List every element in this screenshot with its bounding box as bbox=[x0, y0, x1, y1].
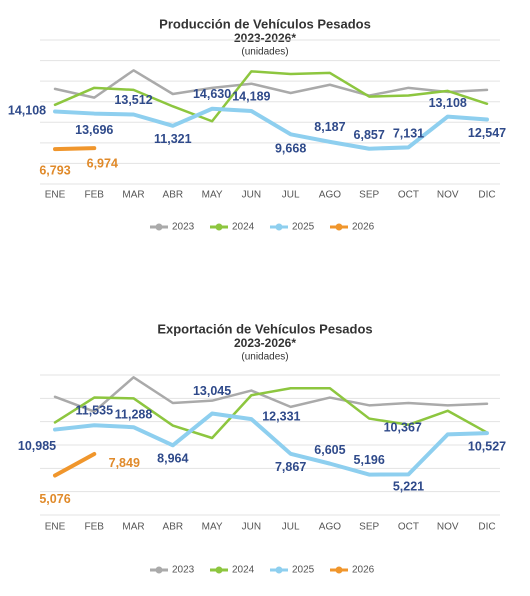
data-label: 11,535 bbox=[75, 404, 113, 418]
legend-label: 2026 bbox=[352, 565, 375, 576]
x-tick-label: DIC bbox=[478, 190, 495, 201]
unit-label: (unidades) bbox=[241, 47, 288, 58]
x-tick-label: JUN bbox=[242, 190, 261, 201]
data-label: 13,696 bbox=[75, 123, 113, 137]
x-tick-label: SEP bbox=[359, 522, 379, 533]
legend-marker bbox=[335, 566, 343, 574]
chart: Producción de Vehículos Pesados2023-2026… bbox=[8, 16, 506, 232]
data-label: 11,288 bbox=[115, 408, 153, 422]
data-label: 5,196 bbox=[354, 453, 385, 467]
x-tick-label: JUL bbox=[282, 522, 300, 533]
data-label: 8,964 bbox=[157, 452, 188, 466]
data-label: 7,849 bbox=[109, 456, 140, 470]
legend-label: 2025 bbox=[292, 565, 315, 576]
x-tick-label: OCT bbox=[398, 522, 419, 533]
x-tick-label: AGO bbox=[319, 522, 341, 533]
data-label: 5,221 bbox=[393, 480, 424, 494]
legend-label: 2024 bbox=[232, 565, 255, 576]
x-tick-label: ENE bbox=[45, 190, 66, 201]
x-tick-label: OCT bbox=[398, 190, 419, 201]
data-label: 14,630 bbox=[193, 87, 231, 101]
x-tick-label: ABR bbox=[163, 190, 184, 201]
data-label: 7,867 bbox=[275, 460, 306, 474]
legend-marker bbox=[155, 223, 163, 231]
legend-label: 2026 bbox=[352, 222, 375, 233]
series-line bbox=[53, 376, 489, 413]
x-tick-label: ENE bbox=[45, 522, 66, 533]
data-label: 6,857 bbox=[354, 128, 385, 142]
data-label: 5,076 bbox=[39, 492, 70, 506]
x-tick-label: NOV bbox=[437, 522, 459, 533]
legend-marker bbox=[275, 566, 283, 574]
x-tick-label: MAR bbox=[122, 522, 144, 533]
data-label: 12,331 bbox=[262, 409, 300, 423]
chart: Exportación de Vehículos Pesados2023-202… bbox=[18, 321, 506, 575]
series-line bbox=[53, 70, 489, 123]
series-line bbox=[53, 411, 489, 477]
legend-label: 2023 bbox=[172, 565, 195, 576]
x-tick-label: JUN bbox=[242, 522, 261, 533]
series-line bbox=[53, 146, 97, 152]
legend-label: 2025 bbox=[292, 222, 315, 233]
legend-marker bbox=[215, 223, 223, 231]
x-tick-label: FEB bbox=[85, 522, 105, 533]
data-label: 11,321 bbox=[154, 132, 192, 146]
x-tick-label: FEB bbox=[85, 190, 105, 201]
data-label: 12,547 bbox=[468, 126, 506, 140]
series-line bbox=[53, 69, 489, 99]
data-label: 10,985 bbox=[18, 439, 56, 453]
series-line bbox=[53, 106, 489, 151]
legend-label: 2024 bbox=[232, 222, 255, 233]
data-label: 14,108 bbox=[8, 104, 46, 118]
x-tick-label: ABR bbox=[163, 522, 184, 533]
data-label: 13,512 bbox=[114, 93, 152, 107]
data-label: 14,189 bbox=[232, 89, 270, 103]
x-tick-label: MAR bbox=[122, 190, 144, 201]
series-line bbox=[53, 451, 97, 478]
legend-marker bbox=[335, 223, 343, 231]
data-label: 6,605 bbox=[314, 443, 345, 457]
data-label: 6,793 bbox=[39, 163, 70, 177]
x-tick-label: MAY bbox=[202, 190, 223, 201]
legend-marker bbox=[155, 566, 163, 574]
x-tick-label: JUL bbox=[282, 190, 300, 201]
chart-title: Producción de Vehículos Pesados bbox=[159, 16, 371, 31]
data-label: 13,045 bbox=[193, 384, 231, 398]
x-tick-label: SEP bbox=[359, 190, 379, 201]
legend-marker bbox=[215, 566, 223, 574]
chart-title: Exportación de Vehículos Pesados bbox=[157, 321, 372, 336]
data-label: 10,367 bbox=[384, 421, 422, 435]
x-tick-label: AGO bbox=[319, 190, 341, 201]
unit-label: (unidades) bbox=[241, 352, 288, 363]
data-label: 6,974 bbox=[87, 156, 118, 170]
data-label: 10,527 bbox=[468, 439, 506, 453]
chart-subtitle: 2023-2026* bbox=[234, 31, 296, 45]
x-tick-label: DIC bbox=[478, 522, 495, 533]
legend-label: 2023 bbox=[172, 222, 195, 233]
data-label: 9,668 bbox=[275, 142, 306, 156]
data-label: 8,187 bbox=[314, 120, 345, 134]
series-line bbox=[53, 386, 489, 440]
data-label: 13,108 bbox=[429, 96, 467, 110]
data-label: 7,131 bbox=[393, 127, 424, 141]
x-tick-label: NOV bbox=[437, 190, 459, 201]
legend-marker bbox=[275, 223, 283, 231]
chart-subtitle: 2023-2026* bbox=[234, 336, 296, 350]
x-tick-label: MAY bbox=[202, 522, 223, 533]
